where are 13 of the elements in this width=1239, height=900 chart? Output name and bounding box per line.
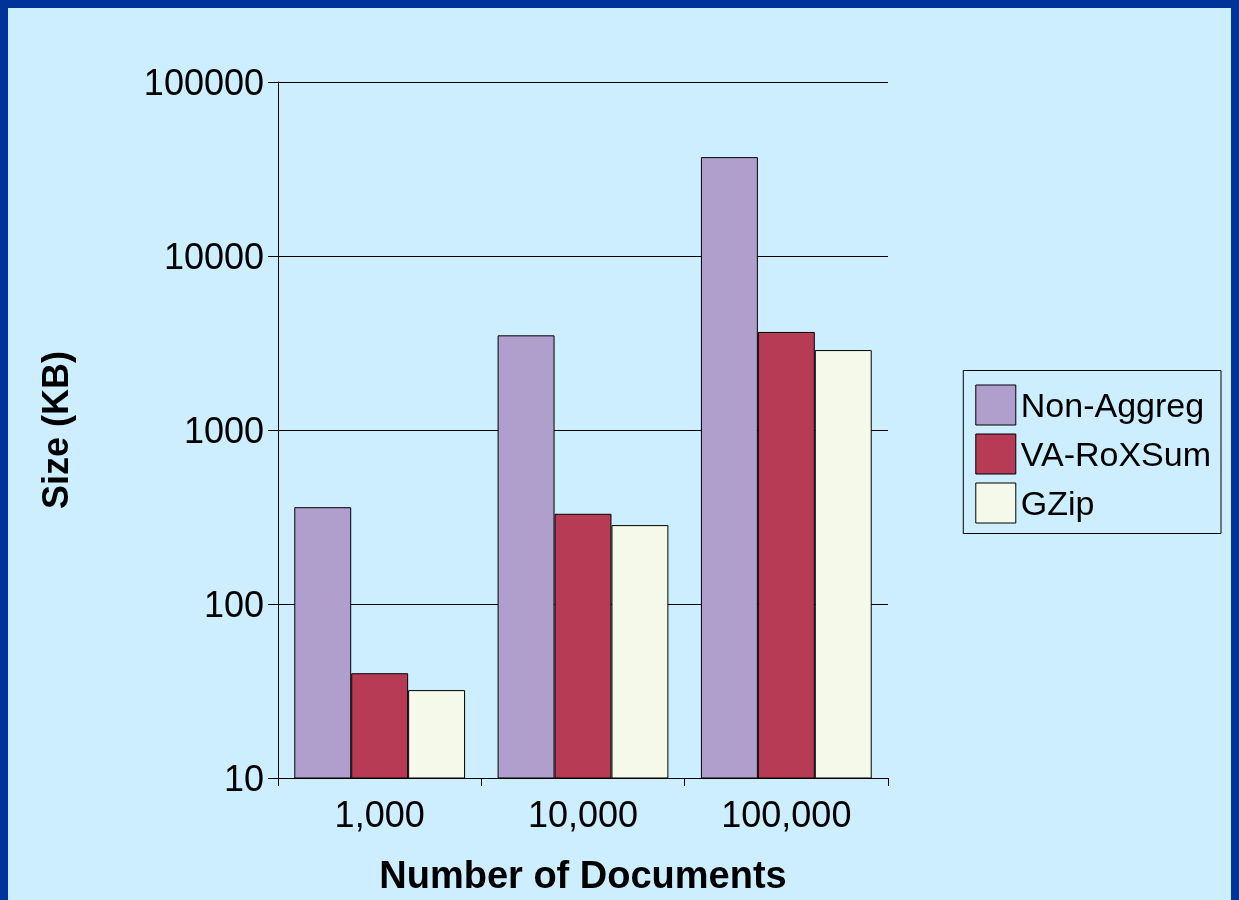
y-tick-label: 10 xyxy=(223,757,264,799)
y-axis-title: Size (KB) xyxy=(34,350,76,510)
x-tick-label: 1,000 xyxy=(334,793,425,835)
x-tick-label: 100,000 xyxy=(721,793,852,835)
y-tick-label: 10000 xyxy=(163,235,264,277)
legend-label: VA-RoXSum xyxy=(1020,435,1212,473)
y-tick-label: 100 xyxy=(203,583,264,625)
x-axis-title: Number of Documents xyxy=(379,854,787,896)
legend-label: Non-Aggreg xyxy=(1020,386,1205,424)
y-tick-label: 100000 xyxy=(143,61,264,103)
x-tick-label: 10,000 xyxy=(527,793,639,835)
y-tick-label: 1000 xyxy=(183,409,264,451)
legend-label: GZip xyxy=(1020,484,1095,522)
